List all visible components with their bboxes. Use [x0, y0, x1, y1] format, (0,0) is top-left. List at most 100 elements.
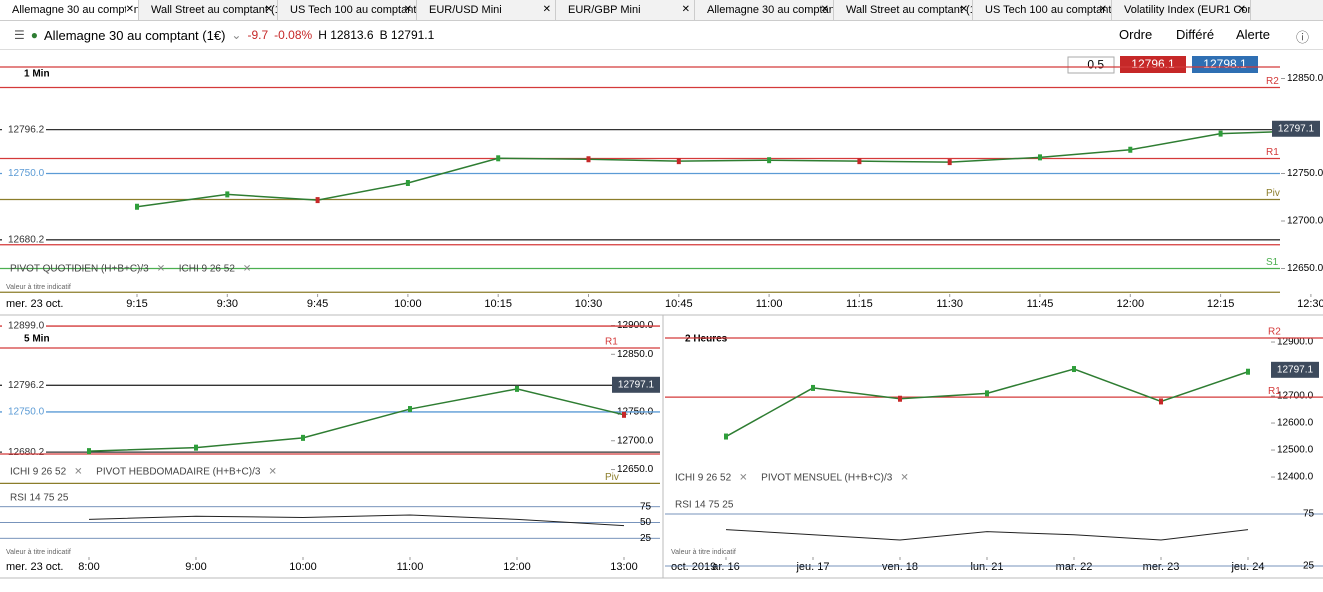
indicator-label: ICHI 9 26 52: [179, 264, 236, 275]
rsi-tick-label: 50: [640, 517, 652, 528]
price-tag-label: 12797.1: [1278, 123, 1315, 134]
x-tick-label: 10:15: [484, 298, 512, 310]
candle: [1128, 146, 1133, 153]
alert-button[interactable]: Alerte: [1236, 27, 1270, 42]
deferred-button[interactable]: Différé: [1176, 27, 1215, 42]
rsi-line: [88, 514, 625, 527]
x-tick-label: 11:00: [756, 298, 783, 310]
background: [0, 50, 1323, 592]
tab[interactable]: Wall Street au comptant (1 ✕: [139, 0, 278, 20]
tab[interactable]: US Tech 100 au comptant (1 ✕: [973, 0, 1112, 20]
indicator-close[interactable]: ✕: [268, 467, 276, 478]
tab-close[interactable]: ✕: [959, 4, 968, 15]
tab[interactable]: Volatility Index (EUR1 Contra✕: [1112, 0, 1251, 20]
x-tick-label: 10:45: [665, 298, 693, 310]
level-tag: [2, 378, 46, 393]
price-tag-label: 12797.1: [1277, 364, 1314, 375]
price-tag: [1272, 120, 1320, 137]
x-tick-label: 12:00: [1117, 298, 1145, 310]
info-icon[interactable]: ⓘ: [1296, 30, 1310, 45]
timeframe-label: 5 Min: [24, 334, 50, 345]
x-tick-label: jeu. 17: [795, 561, 829, 573]
menu-icon[interactable]: ☰: [14, 28, 25, 42]
tab-label: EUR/USD Mini: [429, 4, 502, 16]
sell-button[interactable]: [1120, 56, 1186, 73]
tab[interactable]: EUR/USD Mini ✕: [417, 0, 556, 20]
indicator-close[interactable]: ✕: [74, 467, 82, 478]
tab-close[interactable]: ✕: [820, 4, 829, 15]
tab-close[interactable]: ✕: [542, 4, 551, 15]
level-tag: [2, 319, 46, 334]
candle: [496, 155, 501, 162]
candle: [87, 448, 91, 455]
y-tick-label: 12400.0: [1277, 472, 1314, 483]
indicator-label: PIVOT MENSUEL (H+B+C)/3: [761, 473, 893, 484]
candle: [622, 411, 626, 418]
tab[interactable]: Allemagne 30 au comptant (1✕: [0, 0, 139, 20]
x-tick-label: ven. 18: [882, 561, 918, 573]
instrument-header: ☰ ● Allemagne 30 au comptant (1€) ⌄ -9.7…: [0, 21, 1323, 50]
candle: [135, 203, 139, 210]
tab[interactable]: US Tech 100 au comptant (1 ✕: [278, 0, 417, 20]
tab-close[interactable]: ✕: [1237, 4, 1246, 15]
indicator-label: ICHI 9 26 52: [10, 467, 67, 478]
tab[interactable]: Allemagne 30 au comptant (1✕: [695, 0, 834, 20]
price-line: [136, 130, 1311, 208]
tab[interactable]: Wall Street au comptant (1 ✕: [834, 0, 973, 20]
candle: [811, 384, 815, 391]
candle: [225, 191, 230, 198]
x-tick-label: 11:00: [397, 561, 424, 573]
tab-close[interactable]: ✕: [681, 4, 690, 15]
tab-label: US Tech 100 au comptant (1: [290, 4, 417, 16]
level-label: 12680.2: [8, 234, 45, 245]
tab-label: Volatility Index (EUR1 Contra: [1124, 4, 1250, 16]
date-label: mer. 23 oct.: [6, 561, 63, 573]
order-button[interactable]: Ordre: [1119, 27, 1153, 42]
indicator-close[interactable]: ✕: [900, 473, 908, 484]
tab[interactable]: EUR/GBP Mini ✕: [556, 0, 695, 20]
level-name: R2: [1266, 76, 1279, 87]
instrument-name[interactable]: Allemagne 30 au comptant (1€): [44, 27, 226, 43]
candle: [586, 156, 591, 163]
level-tag: [2, 404, 46, 419]
note: Valeur à titre indicatif: [6, 284, 71, 291]
timeframe-label: 1 Min: [24, 69, 50, 80]
x-tick-label: 12:15: [1207, 298, 1235, 310]
dropdown[interactable]: ⌄: [231, 28, 242, 42]
indicator-close[interactable]: ✕: [739, 473, 747, 484]
x-tick-label: 11:45: [1027, 298, 1054, 310]
x-tick-label: 9:15: [126, 298, 147, 310]
tab-bar: Allemagne 30 au comptant (1✕Wall Street …: [0, 0, 1323, 21]
rsi-tick-label: 75: [640, 501, 652, 512]
tab-close[interactable]: ✕: [125, 0, 134, 20]
candle: [767, 157, 772, 164]
indicator-close[interactable]: ✕: [157, 264, 165, 275]
level-name: R2: [1268, 327, 1281, 338]
tab-label: Allemagne 30 au comptant (1: [707, 4, 834, 16]
y-tick-label: 12650.0: [1287, 263, 1323, 274]
rsi-tick-label: 25: [640, 533, 652, 544]
tab-close[interactable]: ✕: [1098, 4, 1107, 15]
level-tag: [2, 122, 46, 137]
x-tick-label: 8:00: [78, 561, 99, 573]
quantity-box[interactable]: [1067, 56, 1115, 74]
level-label: 12899.0: [8, 321, 45, 332]
x-tick-label: 13:00: [610, 561, 638, 573]
indicator-close[interactable]: ✕: [243, 264, 251, 275]
candle: [1218, 130, 1223, 137]
level-label: 12750.0: [8, 168, 45, 179]
level-label: 12796.2: [8, 380, 45, 391]
tab-close[interactable]: ✕: [264, 4, 273, 15]
x-tick-label: mar. 22: [1056, 561, 1093, 573]
tab-close[interactable]: ✕: [403, 4, 412, 15]
candle: [676, 158, 681, 165]
price-line: [88, 388, 625, 452]
buy-button[interactable]: [1192, 56, 1258, 73]
candle: [1159, 398, 1163, 405]
rsi-tick-label: 75: [1303, 509, 1315, 520]
level-tag: [2, 232, 46, 247]
candle: [1038, 154, 1042, 161]
rsi-line: [725, 529, 1249, 541]
level-label: 12750.0: [8, 407, 45, 418]
